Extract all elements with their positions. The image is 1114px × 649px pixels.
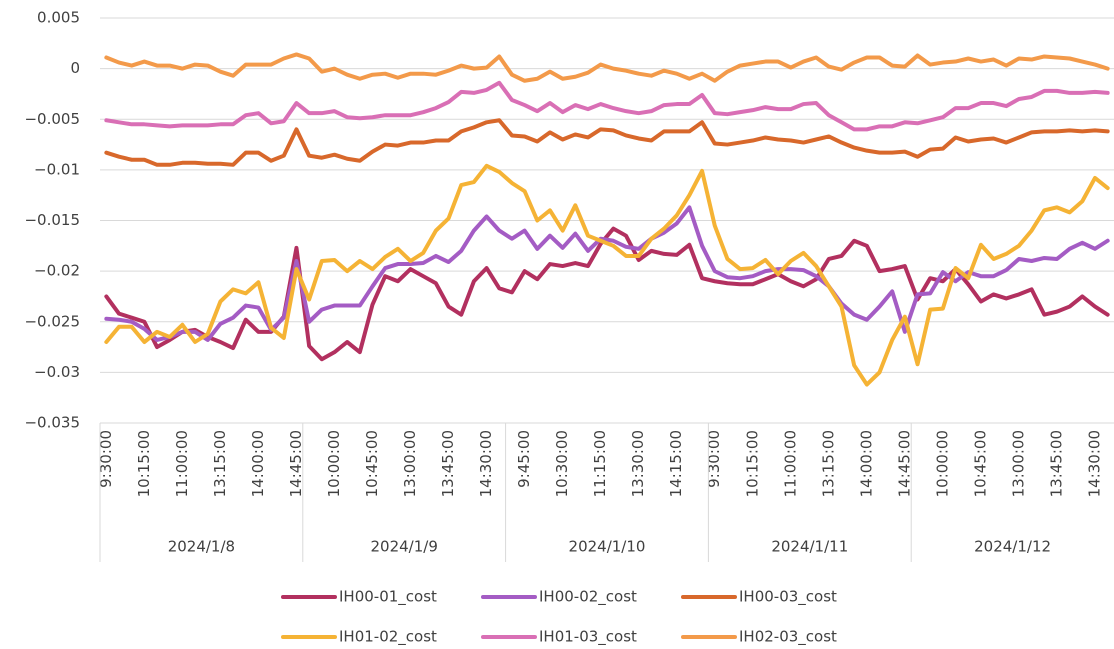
group-label: 2024/1/9 (371, 538, 438, 556)
x-tick-label: 13:00:00 (1009, 430, 1027, 497)
x-tick-label: 11:00:00 (173, 430, 191, 497)
x-tick-label: 9:30:00 (97, 430, 115, 488)
y-tick-label: 0.005 (37, 9, 80, 27)
series-line (104, 163, 1110, 387)
y-tick-label: −0.005 (24, 110, 80, 128)
x-tick-label: 13:45:00 (439, 430, 457, 497)
group-label: 2024/1/12 (974, 538, 1051, 556)
legend-label: IH00-02_cost (539, 588, 637, 607)
y-tick-label: −0.035 (24, 414, 80, 432)
x-tick-label: 13:15:00 (211, 430, 229, 497)
x-tick-label: 13:45:00 (1047, 430, 1065, 497)
x-tick-label: 10:00:00 (325, 430, 343, 497)
legend-label: IH00-01_cost (339, 588, 437, 607)
x-tick-label: 9:30:00 (705, 430, 723, 488)
x-tick-label: 13:00:00 (401, 430, 419, 497)
x-tick-label: 13:15:00 (819, 430, 837, 497)
series-line (104, 52, 1110, 83)
legend-label: IH02-03_cost (739, 628, 837, 647)
x-tick-label: 11:15:00 (591, 430, 609, 497)
x-tick-label: 9:45:00 (515, 430, 533, 488)
y-tick-label: −0.01 (34, 160, 80, 178)
legend-label: IH00-03_cost (739, 588, 837, 607)
x-tick-label: 14:45:00 (895, 430, 913, 497)
group-label: 2024/1/11 (771, 538, 848, 556)
y-tick-label: −0.015 (24, 211, 80, 229)
x-tick-label: 10:15:00 (135, 430, 153, 497)
series-line (104, 80, 1110, 132)
x-tick-label: 14:00:00 (249, 430, 267, 497)
x-tick-label: 14:15:00 (667, 430, 685, 497)
x-tick-label: 14:30:00 (477, 430, 495, 497)
group-label: 2024/1/8 (168, 538, 235, 556)
y-tick-label: −0.03 (34, 363, 80, 381)
x-tick-label: 11:00:00 (781, 430, 799, 497)
x-tick-label: 10:30:00 (553, 430, 571, 497)
group-label: 2024/1/10 (569, 538, 646, 556)
x-tick-label: 14:30:00 (1085, 430, 1103, 497)
x-tick-label: 14:00:00 (857, 430, 875, 497)
y-tick-label: −0.025 (24, 312, 80, 330)
y-tick-label: 0 (70, 59, 80, 77)
x-tick-label: 14:45:00 (287, 430, 305, 497)
legend-label: IH01-02_cost (339, 628, 437, 647)
x-tick-label: 10:00:00 (933, 430, 951, 497)
x-tick-label: 10:45:00 (971, 430, 989, 497)
y-tick-label: −0.02 (34, 262, 80, 280)
series-line (104, 226, 1110, 362)
series-line (104, 118, 1110, 167)
x-tick-label: 10:15:00 (743, 430, 761, 497)
x-tick-label: 10:45:00 (363, 430, 381, 497)
x-tick-label: 13:30:00 (629, 430, 647, 497)
legend-label: IH01-03_cost (539, 628, 637, 647)
